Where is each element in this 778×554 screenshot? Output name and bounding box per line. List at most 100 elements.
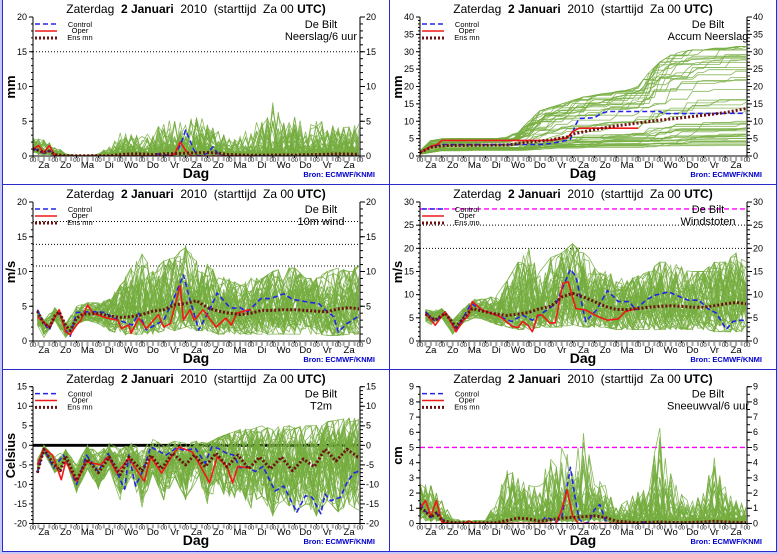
x-day-label: Di [644, 160, 653, 171]
y-tick-label-right: 30 [753, 47, 763, 57]
ensemble-member-line [420, 79, 747, 153]
forecast-series [420, 466, 747, 524]
ensemble-members [420, 46, 747, 155]
ensemble-member-line [420, 54, 747, 152]
x-day-label: Di [257, 526, 266, 537]
y-tick-label-right: 4 [753, 458, 758, 468]
x-hour-label: 00 [95, 158, 102, 164]
x-hour-label: 00 [526, 343, 533, 349]
title-weekday: Zaterdag [66, 2, 121, 16]
x-axis-label: Dag [183, 350, 209, 366]
y-tick-label-left: 5 [22, 116, 27, 126]
station-name: De Bilt [692, 204, 724, 216]
x-hour-label: 00 [51, 343, 58, 349]
x-hour-label: 00 [700, 343, 707, 349]
mean-series-line [33, 147, 360, 156]
x-hour-label: 00 [51, 525, 58, 531]
x-day-label: Wo [277, 160, 291, 171]
title-utc: UTC) [297, 372, 326, 386]
x-hour-label: 00 [656, 343, 663, 349]
y-axis-label: m/s [3, 261, 18, 283]
y-tick-label-right: 0 [366, 440, 371, 450]
x-hour-label: 00 [526, 525, 533, 531]
legend-mean-label: Ens mn [67, 33, 92, 42]
y-tick-label-right: 8 [753, 397, 758, 407]
x-day-label: Do [147, 345, 159, 356]
y-tick-label-left: 15 [17, 382, 27, 392]
y-tick-label-right: 20 [366, 197, 376, 207]
forecast-series [35, 446, 360, 515]
y-tick-label-right: 15 [366, 47, 376, 57]
title-weekday: Zaterdag [66, 372, 121, 386]
title-weekday: Zaterdag [453, 2, 508, 16]
chart-title: Zaterdag 2 Januari 2010 (starttijd Za 00… [66, 372, 325, 386]
y-tick-label-left: -5 [19, 460, 27, 470]
legend-mean-label: Ens mn [454, 218, 479, 227]
x-hour-label: 00 [291, 525, 298, 531]
x-day-label: Ma [468, 526, 482, 537]
y-tick-label-right: 5 [753, 443, 758, 453]
chart-title: Zaterdag 2 Januari 2010 (starttijd Za 00… [66, 187, 325, 201]
x-day-label: Za [731, 160, 743, 171]
x-hour-label: 00 [73, 343, 80, 349]
y-tick-label-left: 10 [17, 401, 27, 411]
y-tick-label-left: 9 [409, 382, 414, 392]
ensemble-member-line [37, 432, 360, 510]
x-day-label: Ma [620, 160, 634, 171]
x-day-label: Zo [447, 160, 458, 171]
legend-mean-label: Ens mn [67, 218, 92, 227]
x-hour-label: 00 [226, 158, 233, 164]
x-hour-label: 00 [269, 525, 276, 531]
x-day-label: Wo [124, 160, 138, 171]
y-tick-label-left: 20 [17, 12, 27, 22]
x-day-label: Zo [600, 526, 611, 537]
x-day-label: Di [105, 160, 114, 171]
x-hour-label: 00 [438, 525, 445, 531]
y-tick-label-right: 0 [753, 336, 758, 346]
x-hour-label: 00 [613, 158, 620, 164]
y-tick-label-right: 5 [366, 421, 371, 431]
legend-control-label: Control [68, 390, 92, 399]
y-tick-label-right: -5 [366, 460, 374, 470]
y-tick-label-right: 40 [753, 12, 763, 22]
legend-control-label: Control [68, 205, 93, 214]
legend-oper-label: Oper [459, 211, 476, 220]
y-tick-label-right: 5 [366, 301, 371, 311]
x-day-label: Za [425, 526, 437, 537]
x-day-label: Vr [557, 160, 566, 171]
x-day-label: Za [344, 160, 356, 171]
x-hour-label: 00 [482, 525, 489, 531]
x-hour-label: 00 [269, 158, 276, 164]
ensemble-members [420, 427, 747, 524]
chart-title: Zaterdag 2 Januari 2010 (starttijd Za 00… [453, 372, 712, 386]
x-day-label: Za [731, 526, 743, 537]
x-axis-label: Dag [570, 532, 596, 548]
x-hour-label: 00 [248, 343, 255, 349]
x-day-label: Za [425, 160, 437, 171]
panel-accumulated-precipitation: 0 0 5 5 10 10 15 15 20 20 25 25 30 30 35 35 40 40 00 00 00 00… [390, 0, 776, 184]
y-tick-label-right: 10 [753, 116, 763, 126]
title-run: 2010 (starttijd Za 00 [561, 372, 684, 386]
x-day-label: Zo [447, 526, 458, 537]
x-day-label: Do [147, 526, 159, 537]
y-tick-label-right: 1 [753, 503, 758, 513]
ensemble-member-line [420, 128, 747, 155]
y-tick-label-left: 35 [404, 29, 414, 39]
x-day-label: Di [644, 526, 653, 537]
x-hour-label: 00 [182, 158, 189, 164]
y-tick-label-left: 2 [409, 488, 414, 498]
title-date: 2 Januari [508, 187, 561, 201]
x-day-label: Di [492, 526, 501, 537]
station-name: De Bilt [305, 19, 337, 31]
legend-mean-label: Ens mn [454, 33, 479, 42]
y-tick-label-left: 10 [17, 267, 27, 277]
station-name: De Bilt [305, 204, 337, 216]
x-day-label: Vr [710, 526, 719, 537]
legend: Control Oper Ens mn [35, 390, 93, 411]
x-hour-label: 00 [569, 343, 576, 349]
x-hour-label: 00 [160, 525, 167, 531]
x-day-label: Vr [323, 526, 332, 537]
